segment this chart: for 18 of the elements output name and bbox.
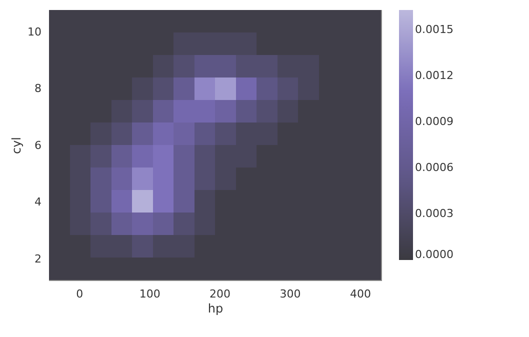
color-bar-label: 0.0015 xyxy=(415,22,454,36)
y-axis-title: cyl xyxy=(10,136,24,154)
color-bar-label: 0.0000 xyxy=(415,248,454,261)
color-bar-label: 0.0009 xyxy=(415,114,454,128)
x-tick-label: 300 xyxy=(280,288,301,300)
y-tick-label: 10 xyxy=(28,25,42,38)
x-tick-label: 0 xyxy=(76,288,84,300)
x-tick-label: 400 xyxy=(350,288,371,300)
color-bar-label: 0.0012 xyxy=(415,68,454,82)
y-tick-label: 2 xyxy=(34,252,42,266)
y-tick-label: 4 xyxy=(34,196,42,209)
y-tick-label: 6 xyxy=(34,138,42,152)
x-axis-title: hp xyxy=(208,302,224,316)
color-bar-label: 0.0003 xyxy=(415,206,454,220)
x-tick-label: 200 xyxy=(210,288,231,300)
color-bar-label: 0.0006 xyxy=(415,160,454,174)
y-tick-label: 8 xyxy=(34,82,42,96)
x-tick-label: 100 xyxy=(139,288,160,300)
